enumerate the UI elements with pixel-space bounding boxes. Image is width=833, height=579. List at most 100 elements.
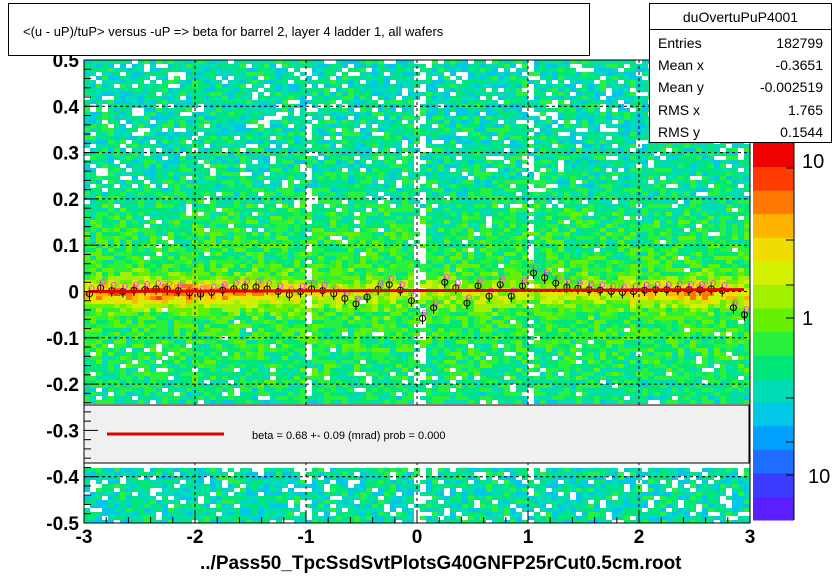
heatmap-cell — [390, 188, 396, 192]
heatmap-cell — [480, 212, 486, 216]
heatmap-cell — [90, 160, 96, 164]
heatmap-cell — [168, 108, 174, 112]
heatmap-cell — [384, 100, 390, 104]
heatmap-cell — [708, 148, 714, 152]
heatmap-cell — [642, 228, 648, 232]
heatmap-cell — [102, 124, 108, 128]
heatmap-cell — [90, 200, 96, 204]
heatmap-cell — [150, 100, 156, 104]
heatmap-cell — [360, 176, 366, 180]
heatmap-cell — [522, 248, 528, 252]
heatmap-cell — [120, 136, 126, 140]
heatmap-cell — [306, 216, 312, 220]
heatmap-cell — [600, 212, 606, 216]
heatmap-cell — [222, 252, 228, 256]
heatmap-cell — [642, 208, 648, 212]
heatmap-cell — [150, 108, 156, 112]
heatmap-cell — [282, 108, 288, 112]
heatmap-cell — [582, 168, 588, 172]
heatmap-cell — [684, 208, 690, 212]
heatmap-cell — [246, 132, 252, 136]
heatmap-cell — [480, 160, 486, 164]
heatmap-cell — [192, 152, 198, 156]
heatmap-cell — [156, 232, 162, 236]
heatmap-cell — [642, 164, 648, 168]
heatmap-cell — [540, 136, 546, 140]
heatmap-cell — [660, 184, 666, 188]
heatmap-cell — [288, 256, 294, 260]
heatmap-cell — [294, 188, 300, 192]
heatmap-cell — [600, 252, 606, 256]
heatmap-cell — [144, 200, 150, 204]
heatmap-cell — [648, 236, 654, 240]
heatmap-cell — [84, 164, 90, 168]
heatmap-cell — [318, 260, 324, 264]
heatmap-cell — [246, 160, 252, 164]
heatmap-cell — [348, 204, 354, 208]
heatmap-cell — [546, 64, 552, 68]
heatmap-cell — [696, 160, 702, 164]
heatmap-cell — [450, 160, 456, 164]
heatmap-cell — [324, 80, 330, 84]
heatmap-cell — [612, 124, 618, 128]
heatmap-cell — [114, 144, 120, 148]
heatmap-cell — [432, 88, 438, 92]
heatmap-cell — [684, 168, 690, 172]
heatmap-cell — [618, 136, 624, 140]
heatmap-cell — [444, 96, 450, 100]
heatmap-cell — [294, 184, 300, 188]
heatmap-cell — [720, 240, 726, 244]
heatmap-cell — [480, 152, 486, 156]
heatmap-cell — [366, 212, 372, 216]
heatmap-cell — [564, 256, 570, 260]
heatmap-cell — [528, 100, 534, 104]
heatmap-cell — [324, 236, 330, 240]
heatmap-cell — [192, 224, 198, 228]
heatmap-cell — [510, 156, 516, 160]
heatmap-cell — [114, 136, 120, 140]
heatmap-cell — [312, 204, 318, 208]
heatmap-cell — [252, 216, 258, 220]
heatmap-cell — [342, 96, 348, 100]
heatmap-cell — [330, 168, 336, 172]
heatmap-cell — [330, 196, 336, 200]
heatmap-cell — [174, 184, 180, 188]
heatmap-cell — [600, 256, 606, 260]
heatmap-cell — [144, 172, 150, 176]
heatmap-cell — [390, 244, 396, 248]
heatmap-cell — [630, 128, 636, 132]
heatmap-cell — [528, 80, 534, 84]
heatmap-cell — [90, 120, 96, 124]
heatmap-cell — [618, 88, 624, 92]
heatmap-cell — [252, 60, 258, 64]
heatmap-cell — [390, 184, 396, 188]
heatmap-cell — [114, 80, 120, 84]
heatmap-cell — [102, 76, 108, 80]
heatmap-cell — [228, 68, 234, 72]
heatmap-cell — [156, 84, 162, 88]
heatmap-cell — [264, 216, 270, 220]
heatmap-cell — [384, 132, 390, 136]
heatmap-cell — [216, 68, 222, 72]
heatmap-cell — [426, 188, 432, 192]
heatmap-cell — [456, 172, 462, 176]
heatmap-cell — [84, 108, 90, 112]
heatmap-cell — [114, 132, 120, 136]
heatmap-cell — [402, 232, 408, 236]
heatmap-cell — [564, 88, 570, 92]
heatmap-cell — [582, 220, 588, 224]
heatmap-cell — [180, 156, 186, 160]
heatmap-cell — [444, 188, 450, 192]
heatmap-cell — [606, 124, 612, 128]
heatmap-cell — [720, 256, 726, 260]
heatmap-cell — [150, 244, 156, 248]
heatmap-cell — [342, 116, 348, 120]
heatmap-cell — [192, 188, 198, 192]
heatmap-cell — [396, 188, 402, 192]
heatmap-cell — [654, 208, 660, 212]
heatmap-cell — [480, 188, 486, 192]
heatmap-cell — [294, 248, 300, 252]
heatmap-cell — [156, 152, 162, 156]
heatmap-cell — [330, 176, 336, 180]
heatmap-cell — [162, 196, 168, 200]
